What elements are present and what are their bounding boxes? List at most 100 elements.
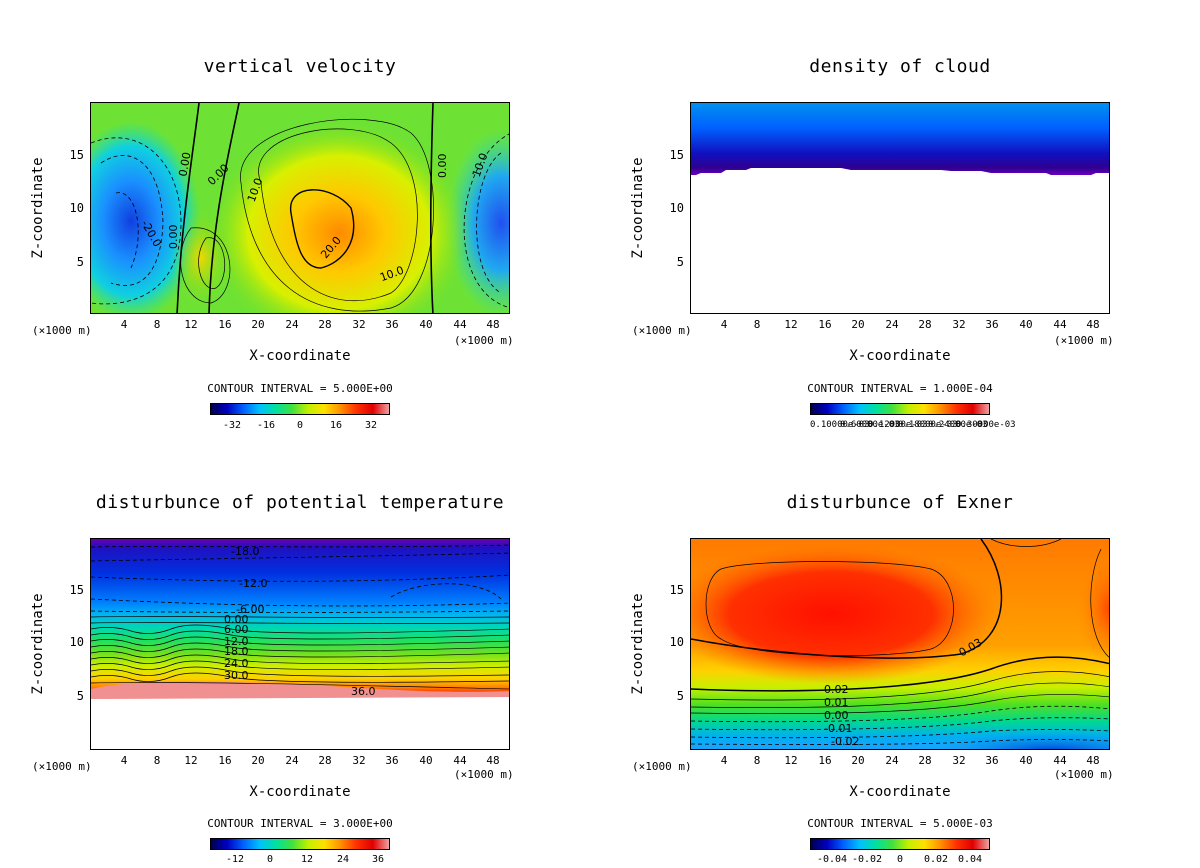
contour-label: 0.00: [167, 225, 180, 250]
colorbar-tick: 0.02: [923, 854, 949, 865]
x-tick-label: 12: [784, 318, 798, 331]
x-tick-label: 28: [918, 318, 932, 331]
x-tick-label: 40: [419, 318, 433, 331]
contour-interval: CONTOUR INTERVAL = 5.000E-03: [807, 817, 993, 830]
panel-density-of-cloud: density of cloud Z-coordinate 5 10 15 4 …: [600, 0, 1200, 434]
y-tick-label: 15: [69, 148, 84, 162]
y-tick-label: 5: [76, 689, 84, 703]
colorbar: [210, 838, 390, 850]
heatmap-svg: 0.00 0.00 0.00 0.00 -20.0 10.0 10.0 20.0…: [91, 103, 509, 313]
x-tick-label: 12: [784, 754, 798, 767]
x-tick-label: 4: [720, 754, 728, 767]
contour-label: 0.00: [436, 154, 449, 179]
x-axis-label: X-coordinate: [849, 784, 951, 800]
x-tick-label: 4: [120, 318, 128, 331]
colorbar-tick: -0.02: [851, 854, 883, 865]
contour-label: -0.02: [831, 735, 859, 748]
x-unit-label: (×1000 m): [632, 760, 692, 773]
colorbar-tick: -0.04: [816, 854, 848, 865]
contour-label: 12.0: [224, 635, 249, 648]
x-axis-label: X-coordinate: [249, 348, 351, 364]
x-tick-label: 32: [352, 318, 366, 331]
colorbar: [810, 838, 990, 850]
x-tick-label: 48: [1086, 318, 1100, 331]
chart-title: disturbunce of Exner: [786, 492, 1014, 513]
colorbar-tick: 0: [296, 420, 304, 431]
contour-label: 6.00: [224, 623, 249, 636]
x-tick-label: 44: [453, 318, 467, 331]
contour-interval: CONTOUR INTERVAL = 3.000E+00: [207, 817, 393, 830]
x-tick-label: 28: [318, 754, 332, 767]
x-unit-label: (×1000 m): [1054, 768, 1114, 781]
colorbar-tick: 0.24000e-03: [928, 420, 988, 430]
heatmap-svg: -18.0 -12.0 -6.00 0.00 6.00 12.0 18.0 24…: [91, 539, 509, 749]
colorbar-tick: 12: [300, 854, 314, 865]
x-unit-label: (×1000 m): [32, 760, 92, 773]
y-axis-label: Z-coordinate: [630, 593, 646, 695]
colorbar-tick: 16: [329, 420, 343, 431]
x-tick-label: 40: [1019, 754, 1033, 767]
colorbar-tick: 0.30000e-03: [956, 420, 1016, 430]
x-tick-label: 48: [486, 754, 500, 767]
chart-title: vertical velocity: [203, 56, 397, 77]
x-tick-label: 8: [153, 754, 161, 767]
x-tick-label: 32: [352, 754, 366, 767]
plot-area: 0.03 0.02 0.01 0.00 -0.01 -0.02: [690, 538, 1110, 750]
x-tick-label: 12: [184, 754, 198, 767]
colorbar-tick: 32: [364, 420, 378, 431]
contour-label: 30.0: [224, 669, 249, 682]
x-tick-label: 48: [1086, 754, 1100, 767]
contour-label: -0.01: [824, 722, 852, 735]
x-tick-label: 32: [952, 754, 966, 767]
x-tick-label: 16: [218, 754, 232, 767]
contour-label: 18.0: [224, 645, 249, 658]
y-tick-label: 15: [669, 148, 684, 162]
x-tick-label: 28: [318, 318, 332, 331]
x-tick-label: 20: [851, 754, 865, 767]
y-tick-label: 5: [676, 255, 684, 269]
contour-label: 0.00: [224, 613, 249, 626]
y-tick-label: 10: [69, 635, 84, 649]
x-tick-label: 20: [251, 754, 265, 767]
x-tick-label: 8: [753, 318, 761, 331]
y-tick-label: 10: [669, 635, 684, 649]
x-tick-label: 44: [1053, 754, 1067, 767]
heatmap-svg: [691, 103, 1109, 313]
x-tick-label: 36: [985, 318, 999, 331]
x-tick-label: 16: [818, 754, 832, 767]
colorbar-tick: 0.12000e-03: [868, 420, 928, 430]
colorbar-tick: 36: [371, 854, 385, 865]
y-tick-label: 10: [69, 201, 84, 215]
contour-label: 24.0: [224, 657, 249, 670]
x-tick-label: 16: [218, 318, 232, 331]
chart-title: density of cloud: [809, 56, 991, 77]
x-tick-label: 24: [885, 754, 899, 767]
y-tick-label: 10: [669, 201, 684, 215]
colorbar-tick: 0.04: [957, 854, 983, 865]
y-tick-label: 15: [69, 583, 84, 597]
contour-label: 0.01: [824, 696, 849, 709]
x-tick-label: 32: [952, 318, 966, 331]
colorbar-tick: 0.10000e-03: [810, 420, 870, 430]
x-tick-label: 36: [385, 754, 399, 767]
x-unit-label: (×1000 m): [454, 334, 514, 347]
colorbar-tick: 24: [336, 854, 350, 865]
colorbar-tick: -12: [225, 854, 245, 865]
x-unit-label: (×1000 m): [1054, 334, 1114, 347]
x-tick-label: 44: [453, 754, 467, 767]
contour-label: 36.0: [351, 685, 376, 698]
x-axis-label: X-coordinate: [249, 784, 351, 800]
panel-vertical-velocity: vertical velocity: [0, 0, 600, 434]
y-axis-label: Z-coordinate: [30, 157, 46, 259]
x-tick-label: 44: [1053, 318, 1067, 331]
x-unit-label: (×1000 m): [32, 324, 92, 337]
plot-area: 0.00 0.00 0.00 0.00 -20.0 10.0 10.0 20.0…: [90, 102, 510, 314]
colorbar-tick: -16: [256, 420, 276, 431]
x-tick-label: 12: [184, 318, 198, 331]
colorbar-tick: 0: [896, 854, 904, 865]
x-unit-label: (×1000 m): [454, 768, 514, 781]
y-tick-label: 5: [676, 689, 684, 703]
contour-label: 0.00: [176, 151, 193, 177]
colorbar: [210, 403, 390, 415]
x-tick-label: 20: [251, 318, 265, 331]
